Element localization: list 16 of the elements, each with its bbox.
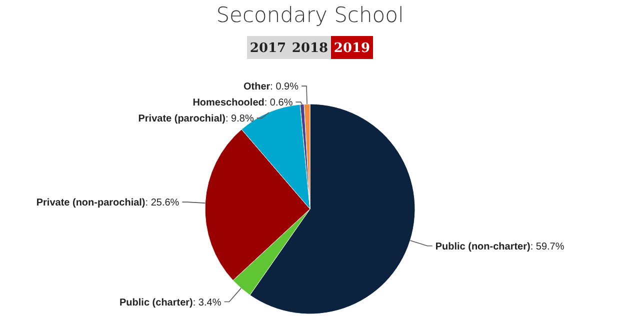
slice-label: Public (charter) — [120, 297, 193, 308]
chart-title: Secondary School — [216, 3, 404, 27]
data-label: : 0.6% — [264, 98, 293, 109]
data-label: : 25.6% — [145, 198, 180, 209]
slice-label: Private (parochial) — [138, 114, 226, 125]
data-label: : 0.9% — [270, 82, 299, 93]
data-label: : 9.8% — [226, 114, 254, 125]
slice-label: Public (non-charter) — [435, 241, 530, 252]
data-label: : 3.4% — [192, 297, 222, 308]
slice-label: Homeschooled — [192, 98, 264, 109]
text: 2017 — [250, 41, 286, 56]
slice-label: Other — [243, 82, 270, 93]
data-label: : 59.7% — [530, 241, 564, 252]
slice-label: Private (non-parochial) — [36, 198, 146, 209]
text: 2019 — [334, 41, 370, 56]
text: 2018 — [292, 41, 328, 56]
